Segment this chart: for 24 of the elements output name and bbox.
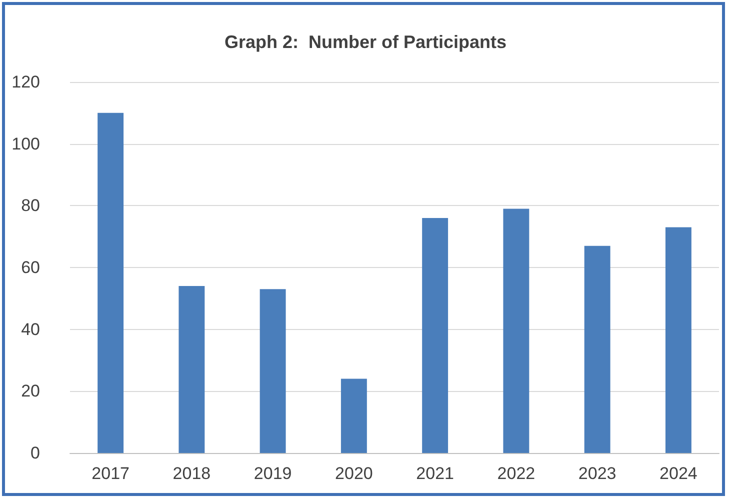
bar [178, 286, 205, 453]
x-tick-label: 2022 [497, 464, 536, 483]
y-tick-label: 60 [21, 258, 40, 277]
x-tick-label: 2020 [335, 464, 373, 483]
y-tick-label: 80 [21, 196, 40, 216]
x-tick-label: 2024 [660, 464, 698, 483]
bar [98, 112, 124, 453]
chart-title: Graph 2: Number of Participants [224, 32, 507, 52]
bar [665, 227, 692, 453]
x-tick-label: 2018 [172, 464, 211, 483]
bar [422, 218, 448, 453]
y-tick-label: 100 [12, 134, 40, 154]
bar [260, 289, 286, 453]
x-tick-label: 2021 [416, 464, 454, 483]
y-tick-label: 40 [21, 320, 40, 339]
y-tick-label: 120 [12, 72, 40, 92]
y-tick-label: 20 [21, 382, 40, 401]
x-tick-label: 2019 [254, 464, 292, 483]
bar [340, 378, 367, 453]
bar [584, 246, 610, 453]
bar [503, 208, 530, 453]
y-tick-label: 0 [30, 444, 40, 462]
x-tick-label: 2017 [92, 464, 130, 483]
x-tick-label: 2023 [578, 464, 616, 483]
